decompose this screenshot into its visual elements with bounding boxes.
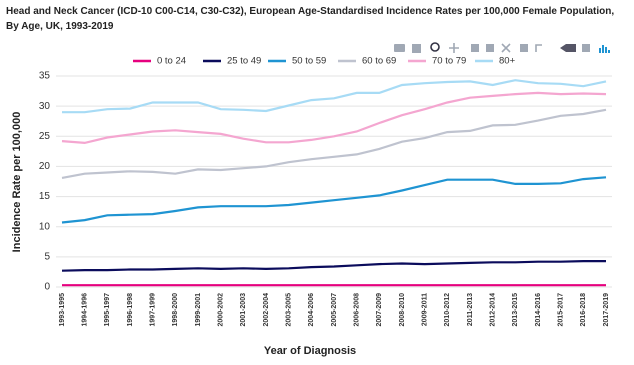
y-tick-label: 0 <box>44 282 50 293</box>
x-tick-label: 2017-2019 <box>603 293 610 327</box>
y-tick-label: 35 <box>39 71 51 82</box>
x-tick-label: 2010-2012 <box>444 293 451 327</box>
camera-icon[interactable] <box>394 44 405 52</box>
y-tick-label: 5 <box>44 251 50 262</box>
x-tick-label: 2005-2007 <box>331 293 338 327</box>
zoom-out-icon[interactable] <box>486 44 494 52</box>
compare-icon[interactable] <box>582 44 590 52</box>
pan-icon[interactable] <box>449 43 459 53</box>
x-tick-label: 1995-1997 <box>104 293 111 327</box>
modebar <box>394 42 610 53</box>
spike-icon[interactable] <box>535 44 542 52</box>
x-tick-label: 2008-2010 <box>399 293 406 327</box>
x-tick-label: 2002-2004 <box>263 293 270 327</box>
x-tick-label: 2009-2011 <box>422 293 429 326</box>
series-line <box>61 176 607 224</box>
x-axis-title: Year of Diagnosis <box>264 345 356 357</box>
y-tick-label: 30 <box>39 101 51 112</box>
legend-label: 70 to 79 <box>432 56 466 67</box>
series-line <box>62 79 607 114</box>
y-axis-title: Incidence Rate per 100,000 <box>11 112 23 253</box>
x-tick-label: 1997-1999 <box>150 293 157 327</box>
x-tick-label: 2007-2009 <box>376 293 383 327</box>
x-tick-label: 2013-2015 <box>512 293 519 327</box>
logo-icon[interactable] <box>599 45 610 53</box>
legend-label: 80+ <box>499 56 516 67</box>
autoscale-icon[interactable] <box>501 43 511 53</box>
y-tick-label: 25 <box>39 131 51 142</box>
y-tick-label: 20 <box>39 161 51 172</box>
series-line <box>61 108 607 179</box>
x-tick-label: 2001-2003 <box>240 293 247 327</box>
x-tick-label: 1998-2000 <box>172 293 179 327</box>
x-tick-label: 2000-2002 <box>218 293 225 327</box>
x-tick-label: 1993-1995 <box>59 293 66 327</box>
legend-label: 50 to 59 <box>292 56 326 67</box>
x-tick-label: 1994-1996 <box>82 293 89 327</box>
x-tick-label: 2004-2006 <box>308 293 315 327</box>
legend-label: 25 to 49 <box>227 56 261 67</box>
legend-label: 60 to 69 <box>362 56 396 67</box>
legend-label: 0 to 24 <box>157 56 186 67</box>
x-tick-label: 2006-2008 <box>354 293 361 327</box>
series-line <box>61 91 607 145</box>
series-line <box>61 260 606 272</box>
hover-icon[interactable] <box>560 44 576 52</box>
x-tick-label: 2016-2018 <box>580 293 587 327</box>
x-tick-label: 2014-2016 <box>535 293 542 327</box>
x-tick-label: 1996-1998 <box>127 293 134 327</box>
zoom-icon[interactable] <box>430 42 440 52</box>
chart-title: Head and Neck Cancer (ICD-10 C00-C14, C3… <box>6 6 615 32</box>
x-tick-label: 2003-2005 <box>286 293 293 327</box>
zoom-in-icon[interactable] <box>471 44 479 52</box>
y-tick-label: 15 <box>39 191 51 202</box>
y-tick-label: 10 <box>39 221 51 232</box>
x-tick-label: 2015-2017 <box>558 293 565 327</box>
save-icon[interactable] <box>412 44 421 53</box>
x-tick-label: 2011-2013 <box>467 293 474 326</box>
reset-icon[interactable] <box>520 44 528 52</box>
x-tick-label: 1999-2001 <box>195 293 202 327</box>
x-tick-label: 2012-2014 <box>490 293 497 327</box>
